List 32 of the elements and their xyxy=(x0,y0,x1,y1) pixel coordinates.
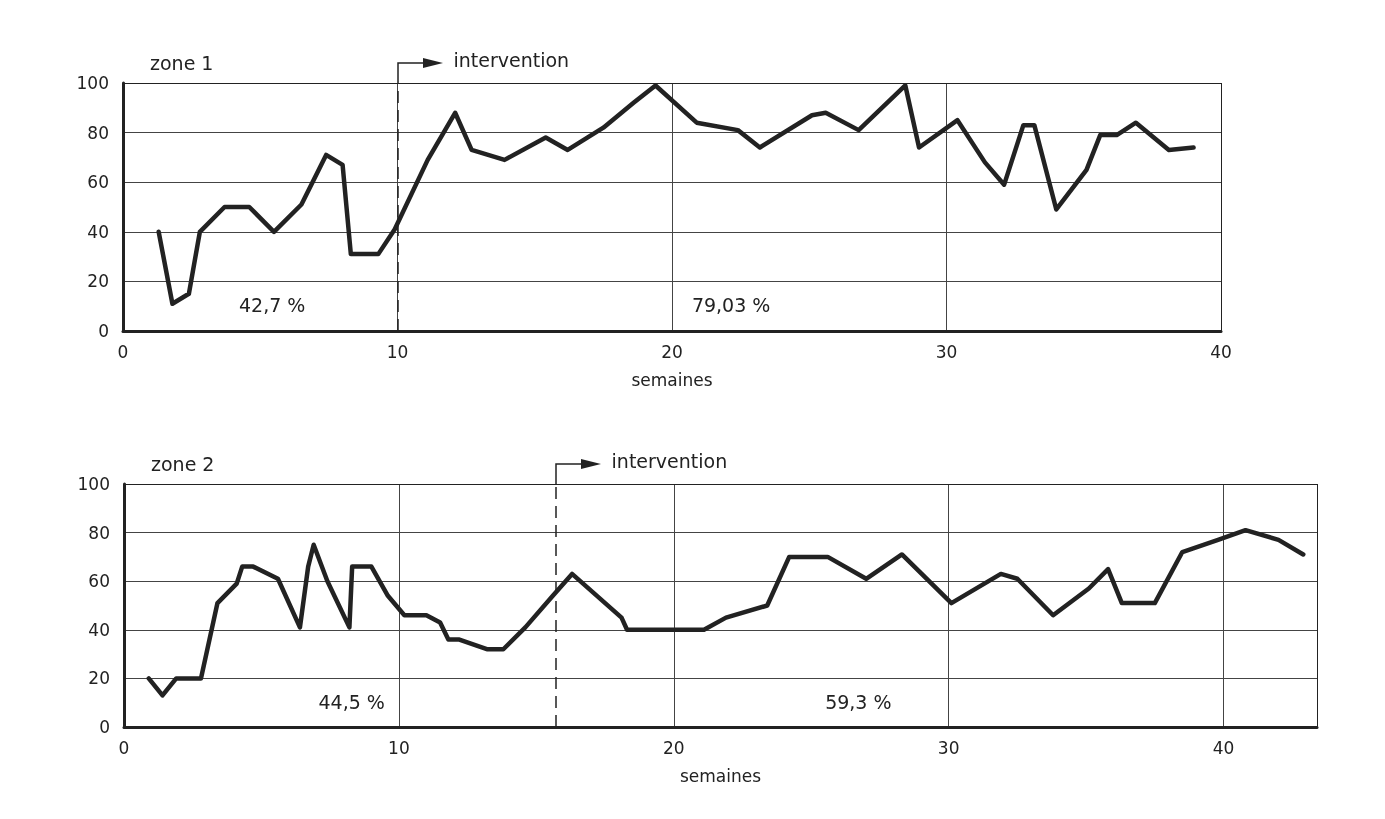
x-tick-label: 20 xyxy=(661,341,683,362)
x-tick-label: 20 xyxy=(662,737,685,758)
annotation: 59,3 % xyxy=(825,690,892,713)
x-axis-title: semaines xyxy=(679,765,762,786)
legend-label: intervention xyxy=(611,450,728,472)
x-tick-label: 0 xyxy=(117,341,129,362)
y-tick-label: 60 xyxy=(87,172,109,193)
x-tick-label: 40 xyxy=(1210,341,1232,362)
y-tick-label: 0 xyxy=(99,717,110,737)
y-tick-label: 20 xyxy=(88,668,110,689)
y-tick-label: 20 xyxy=(87,271,109,292)
x-tick-label: 10 xyxy=(386,341,409,362)
y-tick-label: 80 xyxy=(87,122,109,143)
x-axis-title: semaines xyxy=(631,369,713,390)
y-tick-label: 100 xyxy=(77,474,110,494)
chart-title: zone 2 xyxy=(151,452,215,475)
x-tick-label: 40 xyxy=(1212,737,1235,758)
y-tick-label: 40 xyxy=(87,221,109,242)
legend-label: intervention xyxy=(453,49,570,71)
chart-title: zone 1 xyxy=(150,51,214,74)
y-tick-label: 80 xyxy=(88,522,110,543)
y-tick-label: 40 xyxy=(88,619,110,640)
x-tick-label: 30 xyxy=(935,341,958,362)
annotation: 79,03 % xyxy=(691,294,771,317)
x-tick-label: 30 xyxy=(937,737,960,758)
annotation: 44,5 % xyxy=(318,690,385,713)
annotation: 42,7 % xyxy=(238,294,306,317)
y-tick-label: 60 xyxy=(88,571,110,592)
x-tick-label: 0 xyxy=(118,737,130,758)
y-tick-label: 0 xyxy=(98,321,109,341)
y-tick-label: 100 xyxy=(76,73,109,93)
x-tick-label: 10 xyxy=(388,737,410,758)
